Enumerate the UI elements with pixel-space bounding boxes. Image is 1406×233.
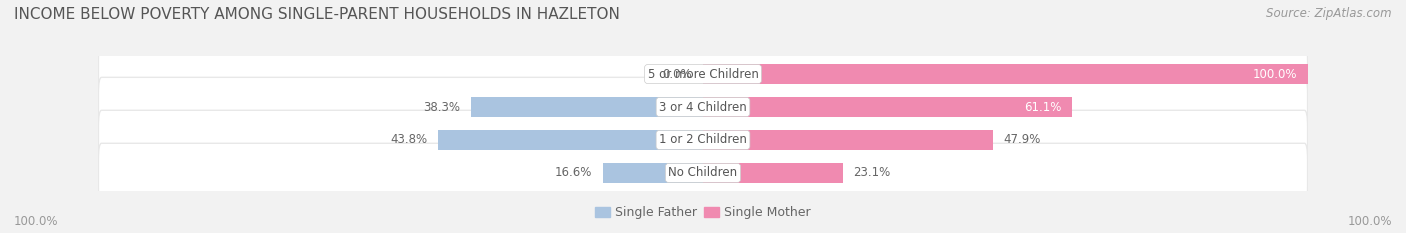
FancyBboxPatch shape — [98, 110, 1308, 170]
Bar — [703, 130, 993, 150]
Text: 100.0%: 100.0% — [1253, 68, 1296, 81]
Bar — [603, 163, 703, 183]
Bar — [703, 97, 1073, 117]
Text: 38.3%: 38.3% — [423, 100, 461, 113]
Bar — [703, 163, 842, 183]
Text: INCOME BELOW POVERTY AMONG SINGLE-PARENT HOUSEHOLDS IN HAZLETON: INCOME BELOW POVERTY AMONG SINGLE-PARENT… — [14, 7, 620, 22]
Text: 100.0%: 100.0% — [1347, 215, 1392, 228]
Bar — [471, 97, 703, 117]
Text: 100.0%: 100.0% — [14, 215, 59, 228]
Bar — [439, 130, 703, 150]
Text: 3 or 4 Children: 3 or 4 Children — [659, 100, 747, 113]
FancyBboxPatch shape — [98, 44, 1308, 104]
Text: Source: ZipAtlas.com: Source: ZipAtlas.com — [1267, 7, 1392, 20]
Text: 23.1%: 23.1% — [853, 166, 891, 179]
Text: No Children: No Children — [668, 166, 738, 179]
Text: 0.0%: 0.0% — [662, 68, 692, 81]
Text: 61.1%: 61.1% — [1024, 100, 1062, 113]
Bar — [703, 64, 1308, 84]
Text: 1 or 2 Children: 1 or 2 Children — [659, 134, 747, 147]
FancyBboxPatch shape — [98, 77, 1308, 137]
Text: 16.6%: 16.6% — [554, 166, 592, 179]
FancyBboxPatch shape — [98, 143, 1308, 203]
Text: 47.9%: 47.9% — [1004, 134, 1040, 147]
Text: 43.8%: 43.8% — [391, 134, 427, 147]
Legend: Single Father, Single Mother: Single Father, Single Mother — [591, 201, 815, 224]
Text: 5 or more Children: 5 or more Children — [648, 68, 758, 81]
